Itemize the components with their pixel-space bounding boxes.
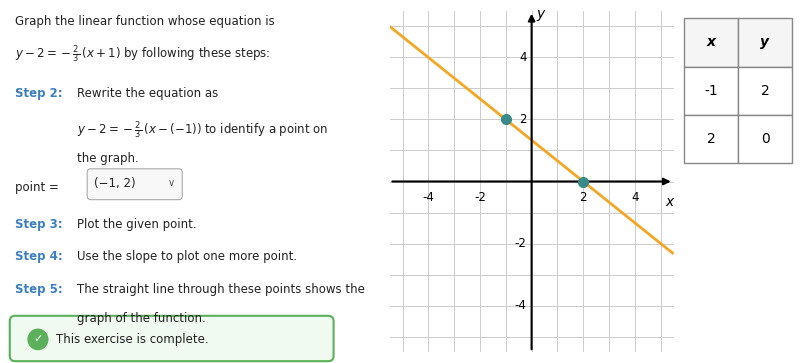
Text: 4: 4	[631, 191, 638, 204]
Text: 2: 2	[519, 113, 526, 126]
Text: point =: point =	[15, 182, 59, 195]
Text: 4: 4	[519, 51, 526, 64]
FancyBboxPatch shape	[87, 169, 182, 200]
Text: Plot the given point.: Plot the given point.	[77, 218, 196, 231]
Text: Rewrite the equation as: Rewrite the equation as	[77, 87, 218, 100]
Text: Use the slope to plot one more point.: Use the slope to plot one more point.	[77, 250, 297, 264]
Text: x: x	[666, 195, 674, 209]
Text: (−1, 2): (−1, 2)	[94, 177, 136, 190]
Text: -2: -2	[514, 237, 526, 250]
FancyBboxPatch shape	[10, 316, 334, 361]
Text: graph of the function.: graph of the function.	[77, 312, 206, 325]
Text: The straight line through these points shows the: The straight line through these points s…	[77, 283, 365, 296]
Text: $y-2=-\frac{2}{3}\,(x-(-1))$ to identify a point on: $y-2=-\frac{2}{3}\,(x-(-1))$ to identify…	[77, 120, 328, 142]
Text: ✓: ✓	[34, 334, 42, 344]
Text: 2: 2	[579, 191, 587, 204]
Text: -2: -2	[474, 191, 486, 204]
Text: Step 2:: Step 2:	[15, 87, 62, 100]
Text: Graph the linear function whose equation is: Graph the linear function whose equation…	[15, 15, 274, 28]
Text: y: y	[536, 7, 545, 21]
Text: Step 3:: Step 3:	[15, 218, 62, 231]
Text: This exercise is complete.: This exercise is complete.	[55, 333, 208, 346]
Text: Step 5:: Step 5:	[15, 283, 62, 296]
Circle shape	[28, 329, 48, 350]
Text: ∨: ∨	[168, 178, 175, 188]
Text: Step 4:: Step 4:	[15, 250, 62, 264]
Text: $y-2=-\frac{2}{3}\,(x+1)$ by following these steps:: $y-2=-\frac{2}{3}\,(x+1)$ by following t…	[15, 44, 270, 65]
Text: the graph.: the graph.	[77, 152, 138, 166]
Text: -4: -4	[514, 299, 526, 312]
Text: -4: -4	[422, 191, 434, 204]
